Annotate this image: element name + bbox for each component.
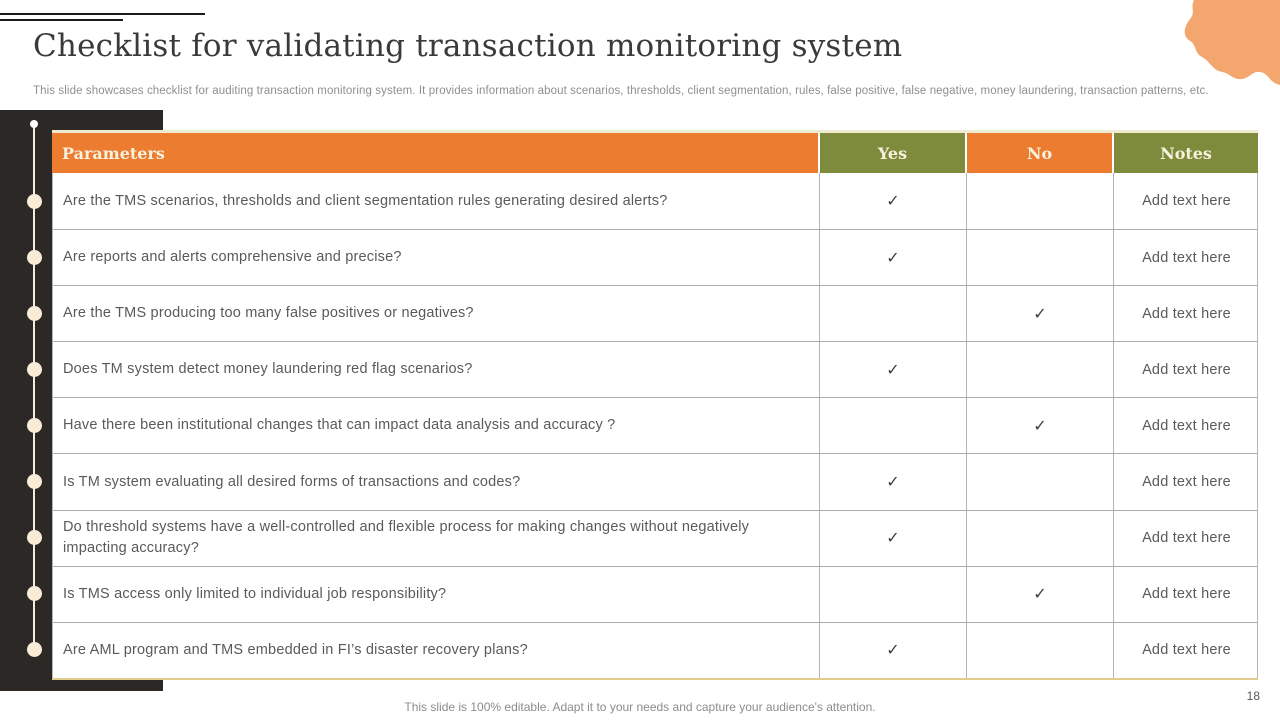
timeline-row-dot — [26, 585, 42, 601]
header-yes: Yes — [818, 133, 965, 173]
no-checkmark-cell — [966, 454, 1113, 510]
timeline-line — [33, 124, 35, 651]
timeline-row-dot — [26, 417, 42, 433]
parameter-question: Are the TMS producing too many false pos… — [63, 305, 474, 322]
timeline-row-dot — [26, 193, 42, 209]
timeline-dots — [26, 173, 42, 677]
parameter-question: Is TM system evaluating all desired form… — [63, 473, 521, 490]
yes-checkmark-cell: ✓ — [819, 622, 966, 678]
timeline-row-dot — [26, 473, 42, 489]
table-row: Are reports and alerts comprehensive and… — [53, 229, 1259, 286]
table-row: Are AML program and TMS embedded in FI’s… — [53, 621, 1259, 678]
no-checkmark-cell — [966, 622, 1113, 678]
parameter-question: Do threshold systems have a well-control… — [63, 519, 750, 557]
table-row: Have there been institutional changes th… — [53, 397, 1259, 454]
table-row: Does TM system detect money laundering r… — [53, 341, 1259, 398]
corner-blob-decoration — [1184, 0, 1280, 85]
top-left-line-2 — [0, 19, 123, 21]
parameter-question: Have there been institutional changes th… — [63, 417, 616, 434]
yes-checkmark-cell: ✓ — [819, 230, 966, 286]
parameter-question: Are AML program and TMS embedded in FI’s… — [63, 641, 528, 658]
header-notes: Notes — [1112, 133, 1258, 173]
notes-placeholder[interactable]: Add text here — [1113, 510, 1259, 566]
parameter-question: Are reports and alerts comprehensive and… — [63, 249, 402, 266]
parameter-question: Does TM system detect money laundering r… — [63, 361, 473, 378]
table-row: Are the TMS scenarios, thresholds and cl… — [53, 173, 1259, 230]
no-checkmark-cell — [966, 342, 1113, 398]
top-left-line-1 — [0, 13, 205, 15]
no-checkmark-cell: ✓ — [966, 398, 1113, 454]
timeline-row-dot — [26, 641, 42, 657]
header-no: No — [965, 133, 1112, 173]
timeline-row-dot — [26, 305, 42, 321]
table-body: Are the TMS scenarios, thresholds and cl… — [52, 173, 1258, 678]
yes-checkmark-cell — [819, 286, 966, 342]
notes-placeholder[interactable]: Add text here — [1113, 173, 1259, 230]
table-row: Is TM system evaluating all desired form… — [53, 453, 1259, 510]
yes-checkmark-cell: ✓ — [819, 454, 966, 510]
timeline-row-dot — [26, 249, 42, 265]
no-checkmark-cell — [966, 173, 1113, 230]
table-row: Are the TMS producing too many false pos… — [53, 285, 1259, 342]
timeline-row-dot — [26, 529, 42, 545]
slide-title: Checklist for validating transaction mon… — [33, 28, 903, 64]
checklist-table: Parameters Yes No Notes Are the TMS scen… — [52, 130, 1258, 680]
table-row: Do threshold systems have a well-control… — [53, 509, 1259, 566]
yes-checkmark-cell — [819, 566, 966, 622]
timeline-start-dot — [30, 120, 38, 128]
notes-placeholder[interactable]: Add text here — [1113, 286, 1259, 342]
yes-checkmark-cell — [819, 398, 966, 454]
notes-placeholder[interactable]: Add text here — [1113, 566, 1259, 622]
parameter-question: Is TMS access only limited to individual… — [63, 585, 447, 602]
parameter-question: Are the TMS scenarios, thresholds and cl… — [63, 192, 668, 209]
footer-note: This slide is 100% editable. Adapt it to… — [404, 700, 876, 714]
notes-placeholder[interactable]: Add text here — [1113, 398, 1259, 454]
yes-checkmark-cell: ✓ — [819, 173, 966, 230]
table-row: Is TMS access only limited to individual… — [53, 565, 1259, 622]
notes-placeholder[interactable]: Add text here — [1113, 230, 1259, 286]
yes-checkmark-cell: ✓ — [819, 342, 966, 398]
no-checkmark-cell: ✓ — [966, 566, 1113, 622]
yes-checkmark-cell: ✓ — [819, 510, 966, 566]
no-checkmark-cell: ✓ — [966, 286, 1113, 342]
timeline-row-dot — [26, 361, 42, 377]
header-parameters: Parameters — [52, 133, 818, 173]
notes-placeholder[interactable]: Add text here — [1113, 342, 1259, 398]
no-checkmark-cell — [966, 510, 1113, 566]
notes-placeholder[interactable]: Add text here — [1113, 622, 1259, 678]
notes-placeholder[interactable]: Add text here — [1113, 454, 1259, 510]
page-number: 18 — [1246, 689, 1260, 703]
no-checkmark-cell — [966, 230, 1113, 286]
table-header-row: Parameters Yes No Notes — [52, 133, 1258, 173]
slide-subtitle: This slide showcases checklist for audit… — [33, 85, 1209, 97]
